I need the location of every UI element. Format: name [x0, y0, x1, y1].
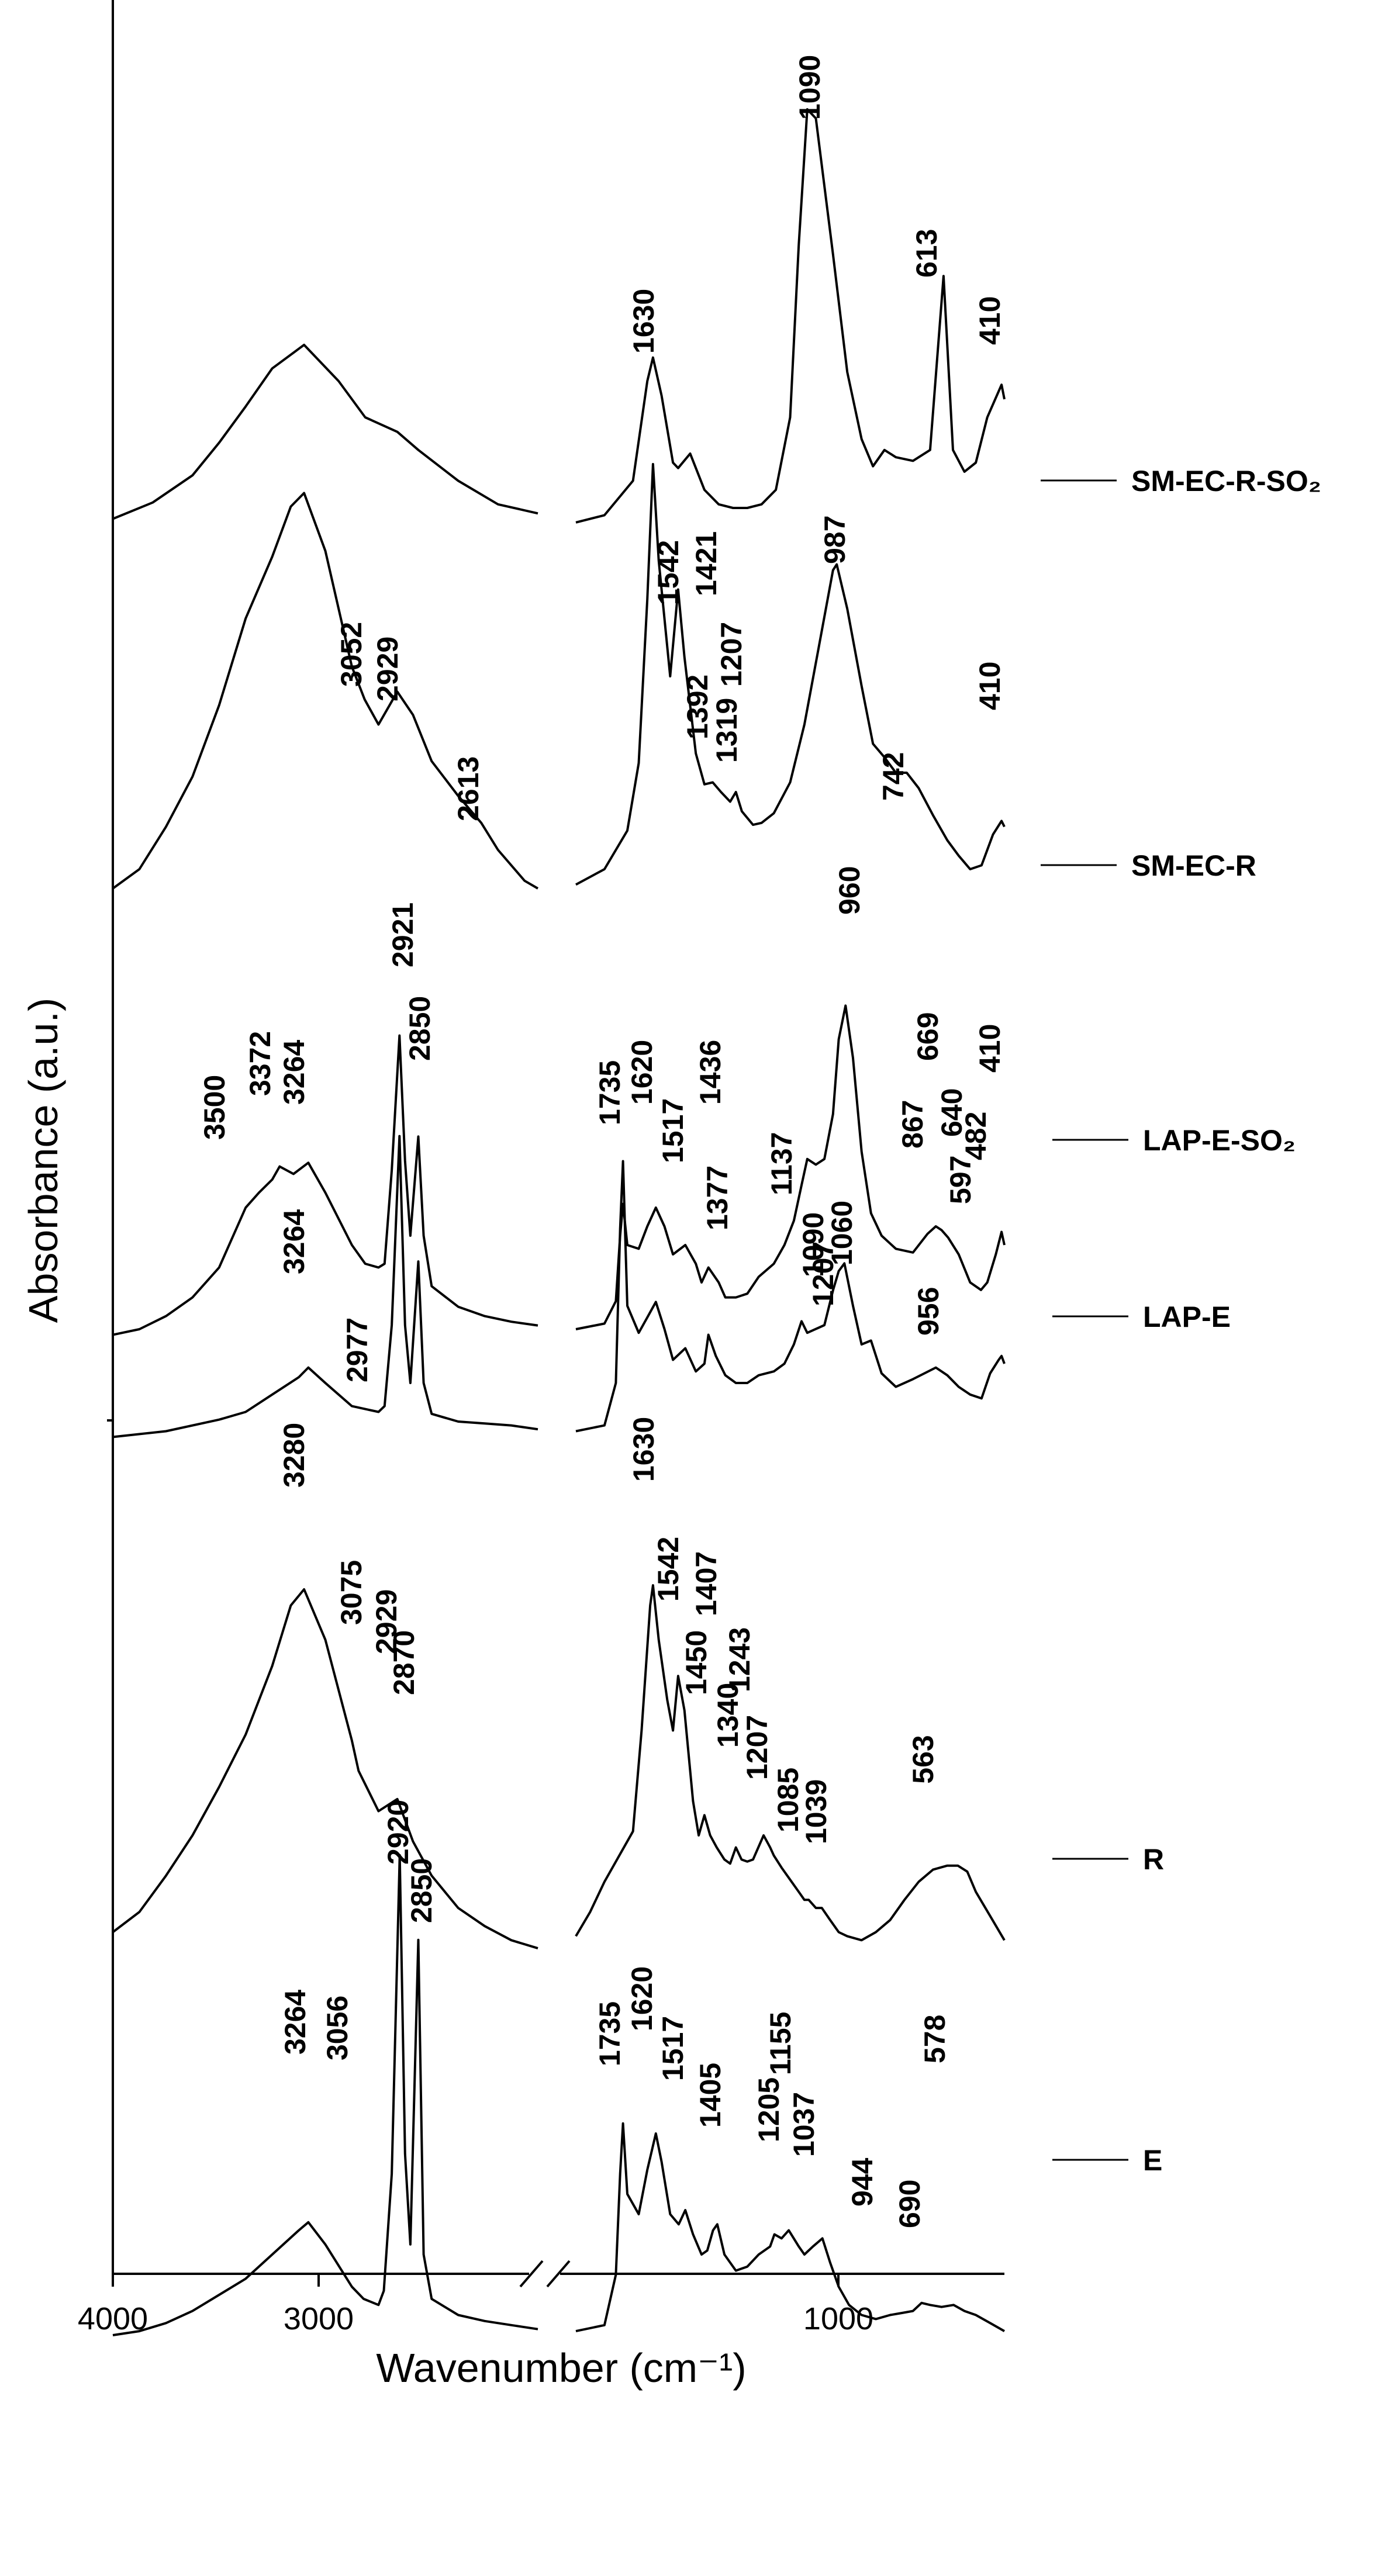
- peak-label: 2613: [452, 756, 485, 821]
- peak-label: 1630: [627, 289, 660, 354]
- peak-label: 1542: [652, 1537, 685, 1602]
- peak-label: 944: [846, 2157, 879, 2207]
- peak-label: 1407: [690, 1551, 723, 1616]
- peak-label: 2850: [403, 996, 436, 1061]
- peak-label: 1090: [793, 55, 826, 120]
- peak-label: 410: [973, 1024, 1006, 1073]
- peak-label: 1630: [627, 1417, 660, 1482]
- peak-label: 597: [944, 1156, 977, 1204]
- peak-label: 2977: [341, 1318, 374, 1382]
- peak-label: 1620: [626, 1040, 658, 1105]
- spectrum-line-sm-ec-r-so2: [112, 108, 1006, 524]
- peak-label: 669: [911, 1012, 944, 1061]
- peak-label: 1340: [712, 1683, 744, 1748]
- peak-label: 1137: [765, 1132, 798, 1195]
- peak-label: 1243: [723, 1627, 756, 1692]
- peak-label: 1377: [701, 1166, 734, 1230]
- x-axis-break-mark-1: [519, 2260, 544, 2288]
- peak-label: 2920: [382, 1800, 415, 1865]
- peak-label: 3372: [244, 1031, 277, 1096]
- peak-label: 2921: [386, 903, 419, 967]
- x-axis-break-mark-2: [546, 2260, 571, 2288]
- peak-label: 3280: [278, 1423, 310, 1488]
- peak-label: 867: [896, 1100, 929, 1149]
- peak-label: 410: [973, 662, 1006, 710]
- peak-labels-r: 3280 3075 2929 2870 1630 1542 1450 1407 …: [278, 1417, 940, 1844]
- spectrum-line-e: [112, 1854, 1005, 2336]
- spectrum-line-r: [112, 1584, 1006, 1950]
- peak-label: 1405: [694, 2063, 727, 2128]
- peak-label: 1037: [788, 2092, 820, 2157]
- peak-label: 1450: [680, 1630, 713, 1695]
- peak-label: 1735: [593, 2001, 626, 2066]
- peak-label: 1039: [800, 1779, 833, 1844]
- spectrum-line-lap-e: [112, 1135, 1006, 1439]
- peak-label: 1392: [681, 675, 714, 739]
- legend-label-r: R: [1143, 1843, 1164, 1876]
- peak-label: 956: [912, 1287, 945, 1336]
- peak-label: 1620: [626, 1966, 658, 2031]
- peak-label: 613: [910, 229, 943, 278]
- peak-label: 1090: [797, 1212, 830, 1277]
- peak-label: 578: [918, 2015, 951, 2063]
- legend-label-lap-e: LAP-E: [1143, 1301, 1231, 1333]
- peak-label: 1207: [715, 622, 748, 687]
- peak-label: 1735: [593, 1060, 626, 1125]
- peak-labels-lap-e: 3264: [278, 1209, 310, 1274]
- peak-label: 3264: [278, 1040, 310, 1105]
- peak-label: 742: [877, 752, 910, 801]
- peak-label: 960: [833, 866, 866, 915]
- peak-label: 2850: [405, 1858, 438, 1923]
- peak-label: 482: [959, 1112, 992, 1160]
- peak-labels-lap-e-so2: 3500 3372 3264 2977 2921 2850 1735 1620 …: [198, 866, 1006, 1382]
- x-tick-label-1000: 1000: [803, 2301, 873, 2336]
- peak-labels-sm-ec-r-so2: 1630 1090 613 410: [627, 55, 1006, 354]
- peak-label: 3264: [279, 1990, 312, 2055]
- peak-label: 640: [935, 1088, 968, 1137]
- peak-label: 563: [907, 1735, 940, 1783]
- peak-label: 1436: [694, 1040, 727, 1105]
- legend-label-e: E: [1143, 2144, 1162, 2177]
- peak-label: 1517: [657, 1098, 689, 1163]
- peak-label: 3052: [335, 622, 368, 687]
- y-axis-title: Absorbance (a.u.): [20, 998, 66, 1323]
- peak-label: 2870: [388, 1630, 420, 1695]
- peak-label: 1205: [752, 2077, 785, 2142]
- spectrum-line-lap-e-so2: [112, 1004, 1006, 1336]
- peak-labels-e: 3264 3056 2920 2850 1735 1620 1517 1405 …: [279, 1800, 951, 2228]
- peak-label: 1155: [764, 2012, 797, 2075]
- legend-label-sm-ec-r: SM-EC-R: [1131, 849, 1256, 882]
- peak-label: 1517: [657, 2016, 689, 2081]
- peak-label: 690: [893, 2180, 926, 2228]
- peak-label: 3500: [198, 1075, 231, 1140]
- x-axis-title: Wavenumber (cm⁻¹): [376, 2345, 746, 2391]
- peak-label: 2929: [370, 1589, 403, 1654]
- peak-labels-sm-ec-r: 3052 2929 2613 1542 1421 1392 1319 1207 …: [335, 516, 1006, 821]
- legend-label-lap-e-so2: LAP-E-SO₂: [1143, 1124, 1296, 1157]
- peak-label: 1060: [826, 1201, 858, 1265]
- peak-label: 1207: [807, 1242, 840, 1306]
- peak-label: 3075: [335, 1560, 368, 1625]
- peak-label: 987: [818, 516, 851, 564]
- peak-label: 410: [973, 296, 1006, 345]
- peak-label: 3056: [321, 1996, 354, 2060]
- peak-label: 1207: [741, 1715, 773, 1780]
- peak-label: 2929: [371, 637, 404, 701]
- peak-label: 1085: [772, 1768, 804, 1832]
- peak-label: 1542: [652, 540, 685, 605]
- spectrum-line-sm-ec-r: [112, 463, 1006, 890]
- peak-label: 3264: [278, 1209, 310, 1274]
- legend-label-sm-ec-r-so2: SM-EC-R-SO₂: [1131, 465, 1321, 497]
- x-tick-label-3000: 3000: [284, 2301, 354, 2336]
- peak-label: 1319: [710, 698, 743, 763]
- peak-label: 1421: [690, 531, 723, 596]
